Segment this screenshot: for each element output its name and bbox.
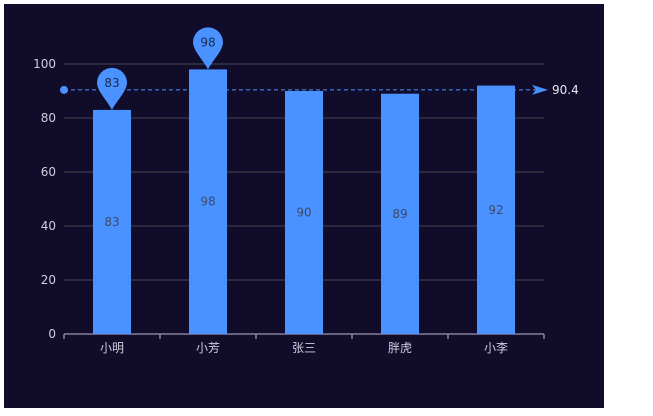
bar-value-label: 89 bbox=[392, 207, 407, 221]
mark-point-pin bbox=[193, 27, 223, 70]
bar-value-label: 83 bbox=[104, 215, 119, 229]
bar bbox=[285, 91, 323, 334]
mark-line-arrow bbox=[532, 84, 548, 95]
mark-point-label: 83 bbox=[104, 76, 119, 90]
mark-point-pin bbox=[97, 67, 127, 110]
mark-point-label: 98 bbox=[200, 35, 215, 49]
mark-line-label: 90.4 bbox=[552, 83, 579, 97]
x-tick-label: 小明 bbox=[100, 341, 124, 355]
bar bbox=[93, 109, 131, 335]
bar-chart: 0 20 40 60 80 100 83 小明 98 小芳 90 张三 89 胖虎 92 小李 90.4 83 98 bbox=[33, 27, 579, 355]
bar-value-label: 92 bbox=[488, 203, 503, 217]
bar bbox=[477, 85, 515, 334]
y-tick-label: 80 bbox=[41, 111, 56, 125]
y-tick-label: 0 bbox=[48, 327, 56, 341]
bar bbox=[189, 69, 227, 335]
y-tick-label: 20 bbox=[41, 273, 56, 287]
x-tick-label: 胖虎 bbox=[388, 341, 412, 355]
chart-panel: 0 20 40 60 80 100 83 小明 98 小芳 90 张三 89 胖虎 92 小李 90.4 83 98 bbox=[4, 4, 604, 408]
x-tick-label: 小芳 bbox=[196, 341, 220, 355]
y-tick-label: 40 bbox=[41, 219, 56, 233]
x-tick-label: 小李 bbox=[484, 340, 508, 355]
bar-value-label: 90 bbox=[296, 206, 311, 220]
y-tick-label: 60 bbox=[41, 165, 56, 179]
y-tick-label: 100 bbox=[33, 57, 56, 71]
bar-value-label: 98 bbox=[200, 195, 215, 209]
x-tick-label: 张三 bbox=[292, 341, 316, 355]
bar bbox=[381, 93, 419, 334]
